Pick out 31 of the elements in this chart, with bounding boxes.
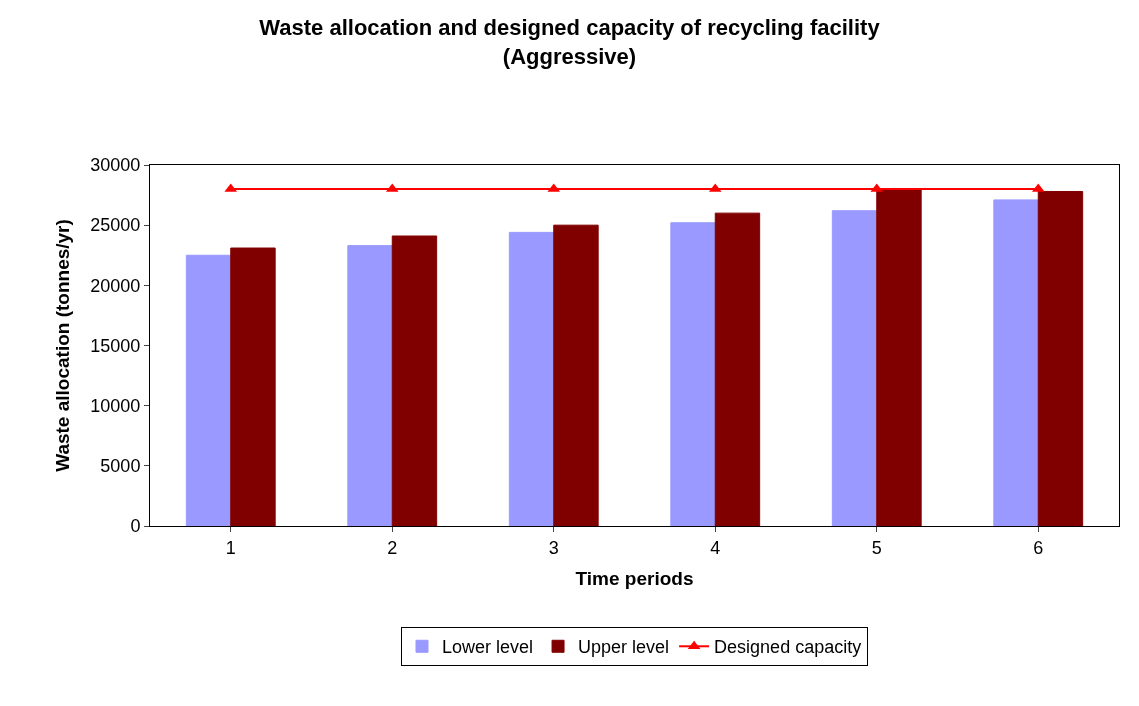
bar xyxy=(508,231,555,526)
legend-label: Lower level xyxy=(442,637,534,658)
x-tick-label: 6 xyxy=(1033,537,1044,558)
x-tick-label: 4 xyxy=(710,537,721,558)
bar xyxy=(876,188,922,526)
bar xyxy=(347,245,393,526)
bar xyxy=(230,247,276,526)
bar xyxy=(670,222,716,526)
x-tick-label: 3 xyxy=(548,537,559,558)
y-tick-label: 15000 xyxy=(90,335,141,356)
legend-label: Upper level xyxy=(578,637,670,658)
y-tick-label: 30000 xyxy=(90,155,141,176)
x-axis-title: Time periods xyxy=(575,568,694,590)
bar xyxy=(993,199,1039,526)
legend-label: Designed capacity xyxy=(714,637,862,658)
bar xyxy=(553,224,599,526)
y-tick-label: 20000 xyxy=(90,275,141,296)
x-tick-label: 1 xyxy=(225,537,236,558)
bar xyxy=(391,235,438,526)
bar xyxy=(831,210,878,526)
y-tick-label: 10000 xyxy=(90,395,141,416)
y-tick-label: 0 xyxy=(130,516,141,537)
chart-title: Waste allocation and designed capacity of recycling facility (Aggressive) xyxy=(259,15,881,69)
bar xyxy=(1037,190,1084,526)
y-tick-label: 5000 xyxy=(100,456,141,477)
x-tick-label: 5 xyxy=(871,537,882,558)
x-tick-label: 2 xyxy=(387,537,398,558)
y-axis-title: Waste allocation (tonnes/yr) xyxy=(52,219,74,472)
bar xyxy=(714,212,761,526)
y-tick-label: 25000 xyxy=(90,215,141,236)
bar xyxy=(185,254,232,526)
